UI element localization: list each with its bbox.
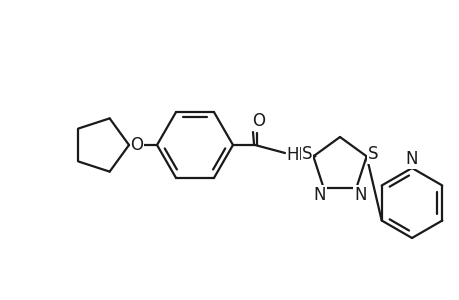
Text: S: S — [302, 145, 312, 163]
Text: O: O — [252, 112, 265, 130]
Text: O: O — [130, 136, 143, 154]
Text: N: N — [405, 150, 417, 168]
Text: S: S — [367, 145, 377, 163]
Text: N: N — [353, 186, 366, 204]
Text: N: N — [313, 186, 325, 204]
Text: HN: HN — [286, 146, 311, 164]
